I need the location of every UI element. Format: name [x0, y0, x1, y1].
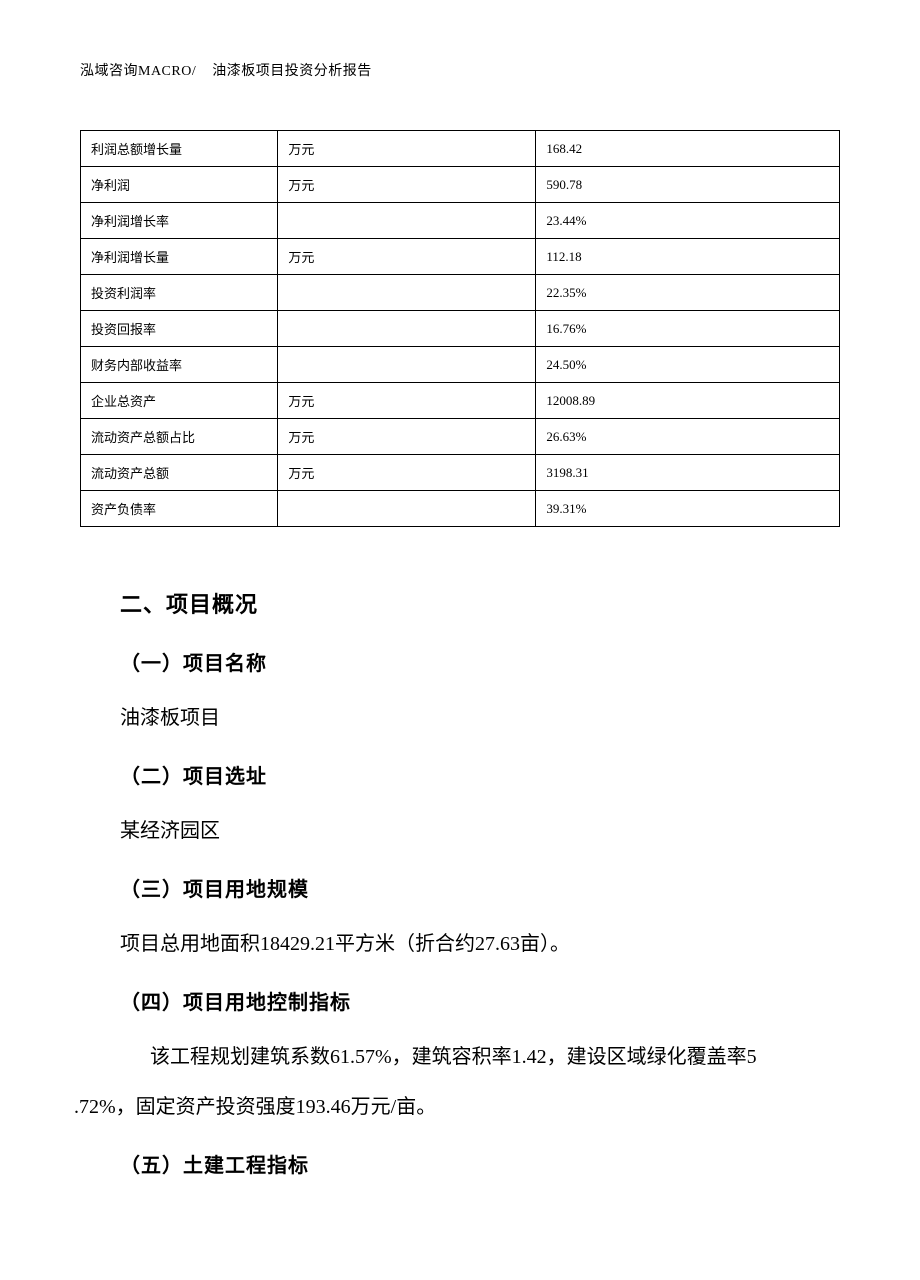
cell-name: 投资利润率 — [81, 275, 278, 311]
table-row: 财务内部收益率 24.50% — [81, 347, 840, 383]
table-row: 利润总额增长量 万元 168.42 — [81, 131, 840, 167]
subsection-1-title: （一）项目名称 — [120, 647, 810, 676]
table-row: 资产负债率 39.31% — [81, 491, 840, 527]
table-row: 投资回报率 16.76% — [81, 311, 840, 347]
header-title: 油漆板项目投资分析报告 — [212, 64, 372, 79]
document-page: 泓域咨询MACRO/ 油漆板项目投资分析报告 利润总额增长量 万元 168.42… — [0, 0, 920, 1280]
subsection-5-title: （五）土建工程指标 — [120, 1149, 810, 1178]
financial-table: 利润总额增长量 万元 168.42 净利润 万元 590.78 净利润增长率 2… — [80, 130, 840, 527]
cell-name: 流动资产总额占比 — [81, 419, 278, 455]
cell-unit: 万元 — [278, 239, 536, 275]
cell-unit: 万元 — [278, 383, 536, 419]
cell-value: 590.78 — [536, 167, 840, 203]
table-row: 投资利润率 22.35% — [81, 275, 840, 311]
content-body: 二、项目概况 （一）项目名称 油漆板项目 （二）项目选址 某经济园区 （三）项目… — [80, 587, 840, 1178]
cell-name: 净利润增长率 — [81, 203, 278, 239]
cell-value: 39.31% — [536, 491, 840, 527]
subsection-3-body: 项目总用地面积18429.21平方米（折合约27.63亩）。 — [120, 924, 810, 964]
subsection-2-body: 某经济园区 — [120, 811, 810, 851]
cell-unit — [278, 491, 536, 527]
page-header: 泓域咨询MACRO/ 油漆板项目投资分析报告 — [80, 60, 840, 80]
cell-unit — [278, 311, 536, 347]
cell-value: 3198.31 — [536, 455, 840, 491]
cell-value: 26.63% — [536, 419, 840, 455]
cell-name: 利润总额增长量 — [81, 131, 278, 167]
cell-name: 财务内部收益率 — [81, 347, 278, 383]
table-row: 企业总资产 万元 12008.89 — [81, 383, 840, 419]
cell-value: 22.35% — [536, 275, 840, 311]
cell-name: 投资回报率 — [81, 311, 278, 347]
cell-value: 168.42 — [536, 131, 840, 167]
cell-unit: 万元 — [278, 419, 536, 455]
cell-unit — [278, 275, 536, 311]
cell-name: 净利润增长量 — [81, 239, 278, 275]
table-row: 净利润增长率 23.44% — [81, 203, 840, 239]
table-row: 净利润增长量 万元 112.18 — [81, 239, 840, 275]
table-row: 净利润 万元 590.78 — [81, 167, 840, 203]
cell-value: 16.76% — [536, 311, 840, 347]
cell-name: 净利润 — [81, 167, 278, 203]
cell-name: 流动资产总额 — [81, 455, 278, 491]
cell-value: 23.44% — [536, 203, 840, 239]
subsection-1-body: 油漆板项目 — [120, 698, 810, 738]
cell-name: 资产负债率 — [81, 491, 278, 527]
cell-value: 12008.89 — [536, 383, 840, 419]
section-title: 二、项目概况 — [120, 587, 810, 619]
subsection-2-title: （二）项目选址 — [120, 760, 810, 789]
subsection-4-body-line1: 该工程规划建筑系数61.57%，建筑容积率1.42，建设区域绿化覆盖率5 — [110, 1037, 810, 1077]
cell-unit — [278, 203, 536, 239]
cell-unit — [278, 347, 536, 383]
cell-name: 企业总资产 — [81, 383, 278, 419]
header-company: 泓域咨询MACRO/ — [80, 64, 196, 79]
cell-unit: 万元 — [278, 167, 536, 203]
cell-unit: 万元 — [278, 455, 536, 491]
table-row: 流动资产总额 万元 3198.31 — [81, 455, 840, 491]
table-row: 流动资产总额占比 万元 26.63% — [81, 419, 840, 455]
subsection-3-title: （三）项目用地规模 — [120, 873, 810, 902]
subsection-4-title: （四）项目用地控制指标 — [120, 986, 810, 1015]
cell-unit: 万元 — [278, 131, 536, 167]
cell-value: 112.18 — [536, 239, 840, 275]
cell-value: 24.50% — [536, 347, 840, 383]
subsection-4-body-line2: .72%，固定资产投资强度193.46万元/亩。 — [74, 1087, 810, 1127]
